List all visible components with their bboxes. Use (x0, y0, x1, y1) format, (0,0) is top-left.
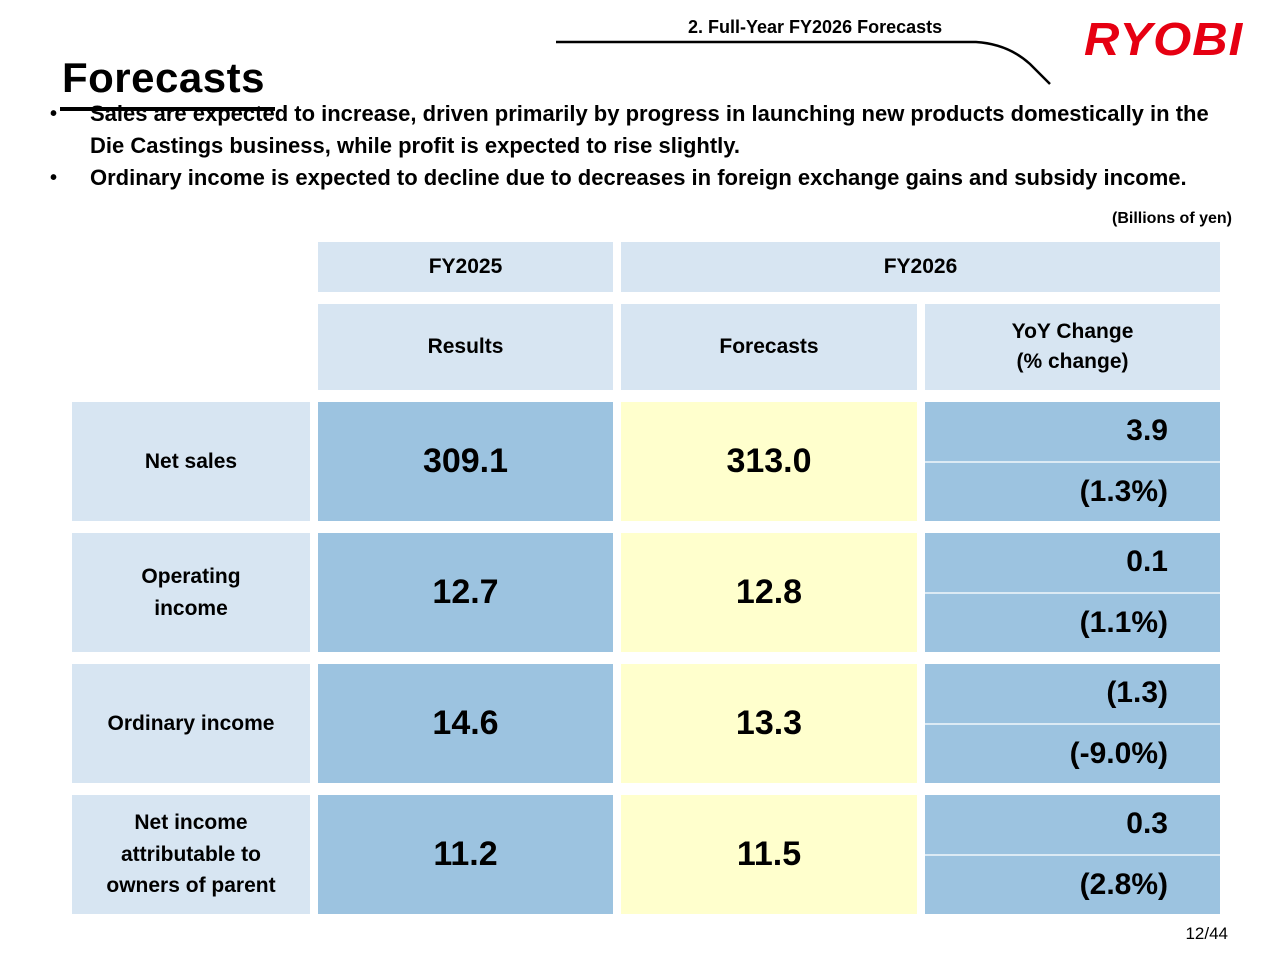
yoy-value: 0.3 (1126, 807, 1168, 841)
results-cell: 11.2 (318, 795, 613, 914)
forecasts-cell: 13.3 (621, 664, 917, 783)
bullet-marker: • (50, 167, 58, 189)
bullet-text: Ordinary income is expected to decline d… (90, 165, 1187, 190)
row-label-ordinary-income: Ordinary income (72, 664, 310, 783)
yoy-value: 0.1 (1126, 545, 1168, 579)
yoy-divider (925, 853, 1220, 856)
yoy-percent: (1.1%) (1079, 605, 1168, 639)
results-cell: 12.7 (318, 533, 613, 652)
yoy-percent: (2.8%) (1079, 867, 1168, 901)
yoy-value: (1.3) (1106, 676, 1168, 710)
units-note: (Billions of yen) (1112, 210, 1232, 227)
column-group-fy2025: FY2025 (318, 242, 613, 292)
yoy-cell: 0.3 (2.8%) (925, 795, 1220, 914)
page-title: Forecasts (60, 54, 275, 112)
forecasts-cell: 11.5 (621, 795, 917, 914)
row-label-net-sales: Net sales (72, 402, 310, 521)
bullet-item: • Ordinary income is expected to decline… (46, 162, 1246, 194)
yoy-divider (925, 722, 1220, 725)
section-header: 2. Full-Year FY2026 Forecasts (688, 17, 943, 37)
row-label-operating-income: Operating income (72, 533, 310, 652)
yoy-value: 3.9 (1126, 414, 1168, 448)
yoy-divider (925, 591, 1220, 594)
page-number: 12/44 (1185, 924, 1228, 943)
yoy-cell: 0.1 (1.1%) (925, 533, 1220, 652)
ryobi-logo: RYOBI (1084, 14, 1244, 66)
column-header-yoy-change: YoY Change (% change) (925, 304, 1220, 390)
bullet-list: • Sales are expected to increase, driven… (46, 98, 1246, 194)
yoy-cell: (1.3) (-9.0%) (925, 664, 1220, 783)
yoy-cell: 3.9 (1.3%) (925, 402, 1220, 521)
forecasts-cell: 12.8 (621, 533, 917, 652)
forecasts-cell: 313.0 (621, 402, 917, 521)
bullet-text: Sales are expected to increase, driven p… (90, 101, 1209, 158)
results-cell: 14.6 (318, 664, 613, 783)
bullet-marker: • (50, 103, 58, 125)
bullet-item: • Sales are expected to increase, driven… (46, 98, 1246, 162)
column-header-results: Results (318, 304, 613, 390)
row-label-net-income: Net income attributable to owners of par… (72, 795, 310, 914)
yoy-percent: (1.3%) (1079, 474, 1168, 508)
forecast-table: FY2025 FY2026 Results Forecasts YoY Chan… (72, 242, 1220, 914)
column-group-fy2026: FY2026 (621, 242, 1220, 292)
results-cell: 309.1 (318, 402, 613, 521)
yoy-divider (925, 460, 1220, 463)
column-header-forecasts: Forecasts (621, 304, 917, 390)
yoy-percent: (-9.0%) (1069, 736, 1168, 770)
